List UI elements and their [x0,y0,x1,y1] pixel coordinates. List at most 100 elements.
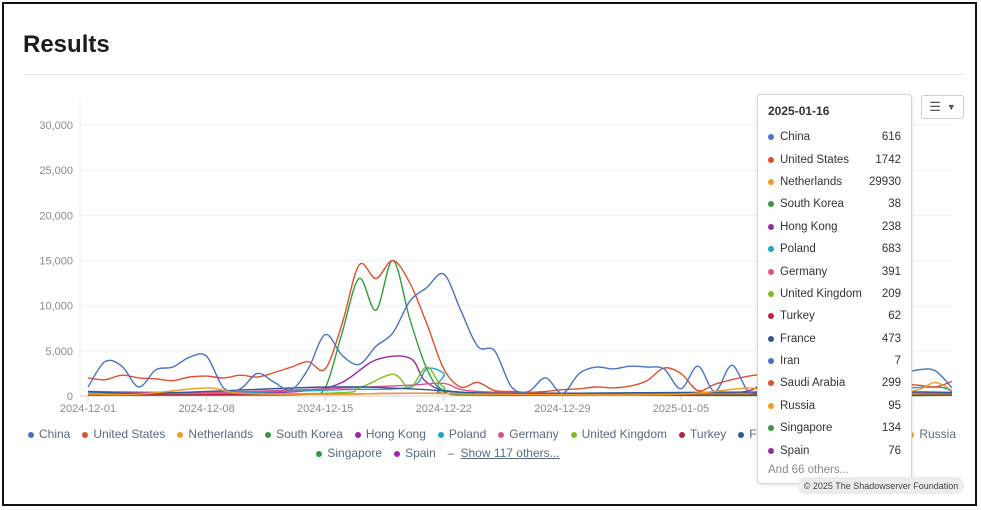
legend-item[interactable]: Turkey [679,425,726,444]
tooltip-value: 683 [881,243,901,256]
x-tick-label: 2025-01-05 [653,403,709,415]
legend-label: United Kingdom [581,427,668,441]
y-tick-label: 30,000 [39,120,73,132]
tooltip-value: 1742 [875,153,901,166]
x-tick-label: 2024-12-29 [534,403,590,415]
legend-dot [82,431,89,438]
legend-dot [570,431,577,438]
y-tick-label: 0 [67,391,73,403]
legend-dot [177,431,184,438]
y-tick-label: 10,000 [39,301,73,313]
tooltip-dot [768,134,774,141]
legend-label: Germany [509,427,559,441]
x-axis: 2024-12-01 2024-12-08 2024-12-15 2024-12-22… [60,396,828,415]
page-title: Results [23,31,110,58]
tooltip-dot [768,358,774,365]
legend-item[interactable]: South Korea [265,425,343,444]
tooltip-country: Iran [780,355,800,368]
legend-label: United States [93,427,166,441]
legend-label: China [39,427,71,441]
y-tick-label: 15,000 [39,256,73,268]
chart-menu-button[interactable]: ☰ ▼ [921,95,964,119]
tooltip-more: And 66 others... [768,463,850,476]
legend-label: South Korea [276,427,343,441]
credit-badge[interactable]: © 2025 The Shadowserver Foundation [798,477,964,494]
tooltip-value: 299 [881,377,901,390]
legend-item[interactable]: Hong Kong [354,425,426,444]
tooltip-country: United Kingdom [780,287,862,300]
legend-separator: – [447,446,455,460]
legend-label: Spain [405,446,436,460]
tooltip-row: Singapore 134 [768,417,901,439]
tooltip-country: Singapore [780,422,833,435]
legend-dot [738,431,745,438]
tooltip-dot [768,402,774,409]
tooltip-value: 473 [881,332,901,345]
tooltip-row: Hong Kong 238 [768,216,901,238]
tooltip-row: Russia 95 [768,395,901,417]
hamburger-menu-icon: ☰ [929,99,941,114]
tooltip-dot [768,335,774,342]
tooltip-value: 134 [881,422,901,435]
tooltip-country: Netherlands [780,175,843,188]
legend-label: Poland [448,427,487,441]
tooltip-row: Turkey 62 [768,305,901,327]
tooltip-value: 391 [881,265,901,278]
legend-dot [265,431,272,438]
legend-dot [316,450,323,457]
legend-item[interactable]: United Kingdom [570,425,668,444]
tooltip-row: Germany 391 [768,260,901,282]
tooltip-dot [768,178,774,185]
tooltip-value: 76 [888,444,901,457]
legend-item[interactable]: Russia [908,425,956,444]
legend-item[interactable]: Germany [498,425,559,444]
tooltip-value: 29930 [869,175,901,188]
legend-item[interactable]: China [28,425,70,444]
legend-item[interactable]: Netherlands [177,425,253,444]
tooltip-country: France [780,332,816,345]
title-divider [24,74,964,75]
tooltip-country: Turkey [780,310,815,323]
tooltip-row: Poland 683 [768,238,901,260]
legend-dot [437,431,444,438]
tooltip-dot [768,268,774,275]
tooltip-country: Germany [780,265,828,278]
tooltip-row: Saudi Arabia 299 [768,372,901,394]
tooltip-value: 7 [894,355,901,368]
tooltip-row: China 616 [768,126,901,148]
tooltip-dot [768,380,774,387]
tooltip-row: United Kingdom 209 [768,283,901,305]
y-axis: 0 5,000 10,000 15,000 20,000 25,000 30,000 [39,120,73,403]
tooltip-country: Spain [780,444,810,457]
legend-item[interactable]: Poland [437,425,487,444]
legend-dot [354,431,361,438]
legend-item[interactable]: Spain [394,444,436,463]
legend-row-2: Singapore Spain – Show 117 others... [28,444,968,463]
y-tick-label: 5,000 [45,346,73,358]
x-tick-label: 2024-12-15 [297,403,353,415]
tooltip-country: Poland [780,243,816,256]
tooltip-country: Hong Kong [780,220,838,233]
tooltip-row: United States 1742 [768,148,901,170]
show-more-link[interactable]: Show 117 others... [460,446,560,460]
tooltip-value: 38 [888,198,901,211]
tooltip-row: Spain 76 [768,439,901,461]
tooltip-row: South Korea 38 [768,193,901,215]
tooltip-row: Netherlands 29930 [768,171,901,193]
legend-dot [679,431,686,438]
legend-dot [394,450,401,457]
tooltip-dot [768,156,774,163]
legend-label: Russia [919,427,956,441]
legend-label: Singapore [327,446,383,460]
tooltip-rows: China 616 United States 1742 Netherlands 2993… [768,126,901,462]
legend-item[interactable]: Singapore [316,444,382,463]
legend-dot [498,431,505,438]
tooltip-dot [768,201,774,208]
tooltip-value: 616 [881,131,901,144]
tooltip-value: 95 [888,399,901,412]
tooltip-row: Iran 7 [768,350,901,372]
tooltip-dot [768,223,774,230]
legend-item[interactable]: United States [82,425,165,444]
caret-down-icon: ▼ [946,102,956,112]
tooltip-dot [768,447,774,454]
